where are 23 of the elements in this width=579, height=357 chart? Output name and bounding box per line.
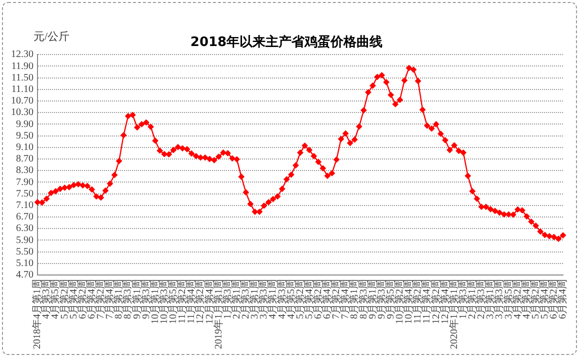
y-tick-label: 7.90 bbox=[16, 176, 34, 188]
y-tick-label: 6.70 bbox=[16, 212, 34, 223]
y-tick-label: 6.30 bbox=[16, 223, 34, 234]
y-tick-label: 5.10 bbox=[16, 258, 34, 270]
chart-title: 2018年以来主产省鸡蛋价格曲线 bbox=[190, 34, 383, 50]
y-tick-label: 7.10 bbox=[16, 200, 34, 212]
y-tick-label: 5.50 bbox=[16, 246, 34, 258]
y-tick-label: 9.10 bbox=[16, 142, 34, 154]
y-tick-label: 8.30 bbox=[16, 165, 34, 176]
y-tick-label: 4.70 bbox=[16, 270, 34, 281]
y-tick-label: 11.10 bbox=[11, 84, 34, 96]
y-tick-label: 10.30 bbox=[11, 107, 34, 118]
y-tick-label: 7.50 bbox=[16, 188, 34, 200]
y-tick-label: 9.50 bbox=[16, 130, 34, 142]
y-tick-label: 12.30 bbox=[11, 49, 34, 60]
x-tick-label: 6月第4周 bbox=[556, 279, 569, 319]
y-tick-label: 5.90 bbox=[16, 234, 34, 246]
y-tick-label: 9.90 bbox=[16, 118, 34, 130]
y-tick-label: 10.70 bbox=[11, 96, 34, 107]
y-axis-title: 元/公斤 bbox=[34, 30, 70, 43]
y-tick-label: 8.70 bbox=[16, 154, 34, 165]
y-tick-label: 11.90 bbox=[11, 60, 34, 72]
y-tick-label: 11.50 bbox=[11, 72, 34, 84]
